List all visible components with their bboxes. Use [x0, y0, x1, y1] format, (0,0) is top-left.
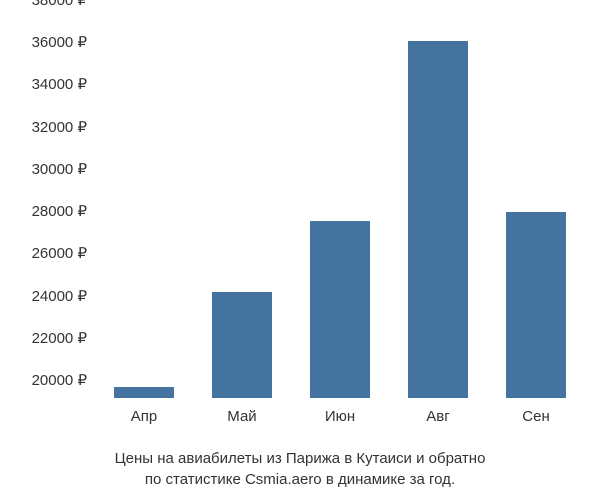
y-axis-tick: 20000 ₽ [32, 371, 95, 389]
bar [114, 387, 175, 398]
y-axis-tick: 34000 ₽ [32, 75, 95, 93]
x-axis-tick: Май [227, 398, 256, 425]
bar [408, 41, 469, 398]
bar [506, 212, 567, 398]
plot-area: 20000 ₽22000 ₽24000 ₽26000 ₽28000 ₽30000… [95, 18, 585, 398]
bar [212, 292, 273, 398]
y-axis-tick: 36000 ₽ [32, 33, 95, 51]
y-axis-tick: 30000 ₽ [32, 160, 95, 178]
caption-line: Цены на авиабилеты из Парижа в Кутаиси и… [0, 448, 600, 469]
x-axis-tick: Авг [426, 398, 449, 425]
x-axis-tick: Сен [522, 398, 549, 425]
y-axis-tick: 38000 ₽ [32, 0, 95, 9]
y-axis-tick: 26000 ₽ [32, 244, 95, 262]
y-axis-tick: 28000 ₽ [32, 202, 95, 220]
chart-caption: Цены на авиабилеты из Парижа в Кутаиси и… [0, 448, 600, 490]
y-axis-tick: 24000 ₽ [32, 287, 95, 305]
y-axis-tick: 32000 ₽ [32, 118, 95, 136]
price-bar-chart: 20000 ₽ 22000 ₽ 24000 ₽ 26000 ₽ 28000 ₽ 30000… [0, 0, 600, 500]
x-axis-tick: Июн [325, 398, 355, 425]
x-axis-tick: Апр [131, 398, 157, 425]
y-axis-tick: 22000 ₽ [32, 329, 95, 347]
caption-line: по статистике Csmia.aero в динамике за г… [0, 469, 600, 490]
bar [310, 221, 371, 398]
